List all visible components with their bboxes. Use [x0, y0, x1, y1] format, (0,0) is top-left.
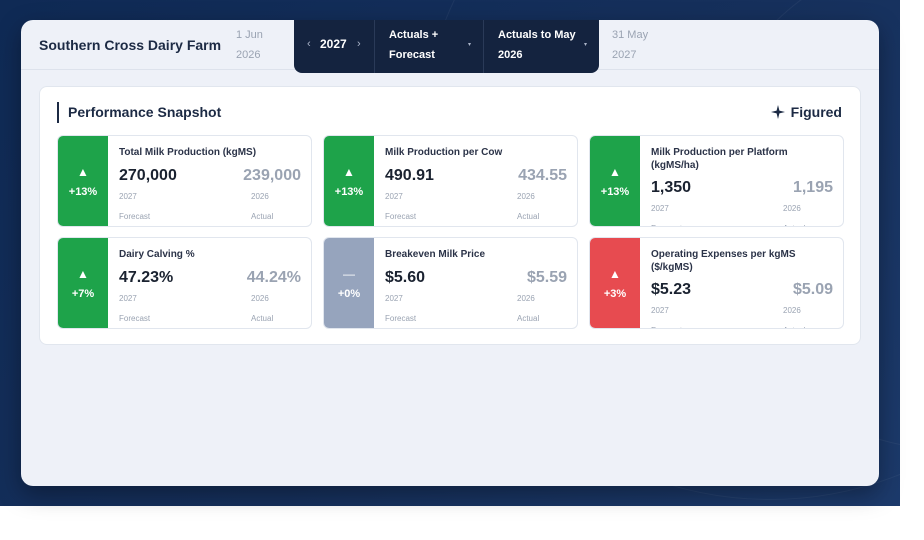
- trend-badge: ▲ +13%: [590, 136, 640, 226]
- actual-year: 2026: [783, 204, 801, 213]
- actual-year: 2026: [517, 192, 535, 201]
- metric-name: Total Milk Production (kgMS): [119, 147, 257, 158]
- year-selector: ‹ 2027 ›: [294, 20, 375, 73]
- triangle-up-icon: ▲: [343, 165, 355, 179]
- forecast-value: 47.23%: [119, 269, 174, 286]
- forecast-value: 490.91: [385, 167, 434, 184]
- forecast-label: Forecast: [651, 326, 682, 328]
- actual-value: $5.09: [792, 281, 833, 298]
- change-percent: +3%: [603, 288, 627, 300]
- forecast-label: Forecast: [119, 314, 151, 323]
- performance-snapshot-panel: Performance Snapshot Figured ▲ +13% Tota…: [39, 86, 861, 345]
- triangle-up-icon: ▲: [77, 267, 89, 281]
- trend-badge: ▲ +7%: [58, 238, 108, 328]
- kpi-card[interactable]: ▲ +13% Milk Production per Platform (kgM…: [589, 135, 844, 227]
- forecast-value: 1,350: [651, 179, 692, 196]
- metric-name: Milk Production per Platform (kgMS/ha): [651, 147, 788, 171]
- change-percent: +13%: [600, 186, 630, 198]
- metric-name: Dairy Calving %: [119, 249, 195, 260]
- forecast-year: 2027: [651, 204, 669, 213]
- metric-name: Operating Expenses per kgMS ($/kgMS): [651, 249, 796, 273]
- actual-value: 239,000: [243, 167, 301, 184]
- triangle-up-icon: ▲: [609, 267, 621, 281]
- forecast-value: 270,000: [119, 167, 177, 184]
- trend-badge: ▲ +13%: [58, 136, 108, 226]
- forecast-year: 2027: [119, 192, 137, 201]
- forecast-year: 2027: [119, 294, 137, 303]
- actual-year: 2026: [517, 294, 535, 303]
- dashboard-window: Southern Cross Dairy Farm 1 Jun 2026 ‹ 2…: [21, 20, 879, 486]
- actuals-to-label: Actuals to May 2026: [498, 29, 576, 61]
- trend-badge: ▲ +13%: [324, 136, 374, 226]
- actual-year: 2026: [251, 294, 269, 303]
- farm-name: Southern Cross Dairy Farm: [39, 37, 222, 53]
- caret-down-icon: ▾: [467, 42, 471, 48]
- actual-value: 1,195: [792, 179, 833, 196]
- panel-title: Performance Snapshot: [68, 104, 222, 120]
- actual-label: Actual: [251, 314, 274, 323]
- forecast-label: Forecast: [385, 212, 417, 221]
- top-bar: Southern Cross Dairy Farm 1 Jun 2026 ‹ 2…: [21, 20, 879, 73]
- actual-label: Actual: [517, 314, 540, 323]
- actual-label: Actual: [251, 212, 274, 221]
- forecast-year: 2027: [385, 192, 403, 201]
- actual-label: Actual: [783, 224, 805, 226]
- metric-name: Milk Production per Cow: [385, 147, 503, 158]
- caret-down-icon: ▾: [583, 42, 587, 48]
- period-controls: ‹ 2027 › Actuals + Forecast ▾ Actuals to…: [294, 20, 599, 73]
- brand: Figured: [770, 104, 842, 120]
- forecast-year: 2027: [385, 294, 403, 303]
- title-accent-bar: [57, 102, 59, 123]
- change-percent: +13%: [68, 186, 98, 198]
- kpi-card[interactable]: ▲ +13% Total Milk Production (kgMS) 270,…: [57, 135, 312, 227]
- forecast-value: $5.23: [651, 281, 692, 298]
- sparkle-icon: [770, 105, 785, 119]
- change-percent: +0%: [337, 288, 361, 300]
- metric-name: Breakeven Milk Price: [385, 249, 486, 260]
- trend-badge: — +0%: [324, 238, 374, 328]
- kpi-card[interactable]: ▲ +7% Dairy Calving % 47.23% 44.24% 2027…: [57, 237, 312, 329]
- kpi-card[interactable]: ▲ +13% Milk Production per Cow 490.91 43…: [323, 135, 578, 227]
- change-percent: +7%: [71, 288, 95, 300]
- kpi-card[interactable]: — +0% Breakeven Milk Price $5.60 $5.59 2…: [323, 237, 578, 329]
- year-value[interactable]: 2027: [320, 37, 347, 51]
- view-mode-dropdown[interactable]: Actuals + Forecast ▾: [375, 20, 484, 73]
- triangle-up-icon: ▲: [609, 165, 621, 179]
- view-mode-label: Actuals + Forecast: [389, 29, 439, 61]
- actual-year: 2026: [251, 192, 269, 201]
- actual-label: Actual: [517, 212, 540, 221]
- actual-value: $5.59: [526, 269, 567, 286]
- forecast-label: Forecast: [385, 314, 417, 323]
- period-end-date: 31 May 2027: [612, 29, 649, 61]
- forecast-label: Forecast: [119, 212, 151, 221]
- brand-name: Figured: [790, 104, 842, 120]
- trend-badge: ▲ +3%: [590, 238, 640, 328]
- actual-value: 44.24%: [246, 269, 301, 286]
- kpi-card[interactable]: ▲ +3% Operating Expenses per kgMS ($/kgM…: [589, 237, 844, 329]
- period-start-date: 1 Jun 2026: [236, 29, 263, 61]
- change-percent: +13%: [334, 186, 364, 198]
- actual-label: Actual: [783, 326, 805, 328]
- forecast-year: 2027: [651, 306, 669, 315]
- actual-year: 2026: [783, 306, 801, 315]
- dash-icon: —: [343, 267, 355, 281]
- chevron-left-icon[interactable]: ‹: [307, 38, 311, 50]
- actuals-to-dropdown[interactable]: Actuals to May 2026 ▾: [484, 20, 599, 73]
- forecast-label: Forecast: [651, 224, 682, 226]
- chevron-right-icon[interactable]: ›: [357, 38, 361, 50]
- actual-value: 434.55: [518, 167, 567, 184]
- forecast-value: $5.60: [385, 269, 426, 286]
- triangle-up-icon: ▲: [77, 165, 89, 179]
